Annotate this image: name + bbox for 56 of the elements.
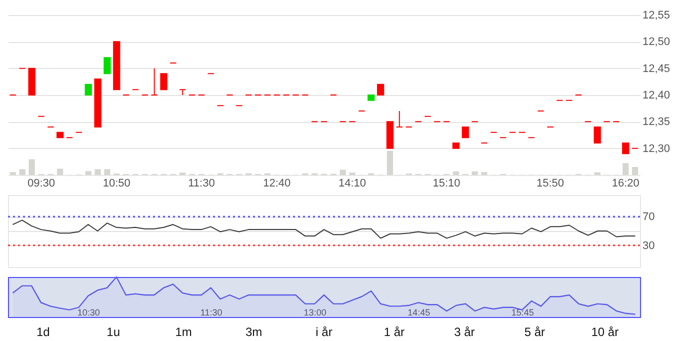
candlestick [150, 68, 158, 96]
bar [57, 168, 64, 175]
x-tick-label: 15:50 [536, 178, 564, 190]
x-tick-label: 09:30 [27, 178, 55, 190]
bar [104, 169, 110, 175]
text: 3m [245, 325, 262, 339]
candlestick [179, 89, 186, 96]
text: 10 år [591, 325, 619, 339]
x-tick-label: 11:30 [200, 308, 222, 318]
y-tick-label: 12,30 [642, 142, 670, 155]
bar [19, 169, 26, 175]
candlestick [622, 142, 630, 154]
bar [85, 171, 92, 175]
y-tick-label: 12,45 [642, 62, 670, 75]
x-tick-label: 15:10 [432, 178, 460, 190]
y-tick-label: 12,35 [642, 116, 670, 128]
text: 1m [175, 325, 192, 339]
bar [386, 150, 394, 175]
candlestick [160, 73, 168, 90]
candlestick [462, 126, 469, 138]
bar [452, 171, 460, 175]
bar [94, 169, 101, 175]
x-tick-label: 14:10 [338, 178, 366, 190]
x-tick-label: 16:20 [612, 178, 640, 190]
x-tick-label: 10:30 [77, 308, 100, 318]
bar [472, 171, 478, 175]
y-tick-label: 12,40 [642, 90, 670, 102]
candlestick [396, 110, 403, 128]
bar [622, 163, 629, 175]
candlestick [84, 84, 92, 96]
y-tick-label: 12,55 [642, 10, 670, 22]
candlestick [376, 84, 384, 96]
x-tick-label: 10:50 [102, 178, 130, 190]
text: 5 år [524, 325, 546, 339]
y-tick-label: 70 [642, 211, 655, 224]
x-tick-label: 15:45 [511, 308, 534, 318]
text: 3 år [454, 325, 475, 339]
text: 1d [36, 325, 50, 339]
line-series [12, 220, 636, 239]
bar [594, 172, 600, 175]
bar [340, 170, 346, 175]
x-tick-label: 12:40 [263, 178, 291, 190]
text: 1 år [384, 325, 405, 339]
candlestick [104, 57, 111, 74]
bar [28, 159, 35, 175]
y-tick-label: 12,50 [642, 36, 670, 48]
text: 1u [106, 325, 120, 339]
y-tick-label: 30 [642, 240, 655, 252]
bar [481, 172, 488, 175]
bar [10, 172, 16, 175]
x-tick-label: 11:30 [188, 178, 215, 190]
x-tick-label: 14:45 [408, 308, 430, 318]
bar [632, 167, 638, 175]
text: i år [316, 325, 332, 339]
candlestick [594, 126, 601, 144]
x-tick-label: 13:00 [304, 308, 326, 318]
